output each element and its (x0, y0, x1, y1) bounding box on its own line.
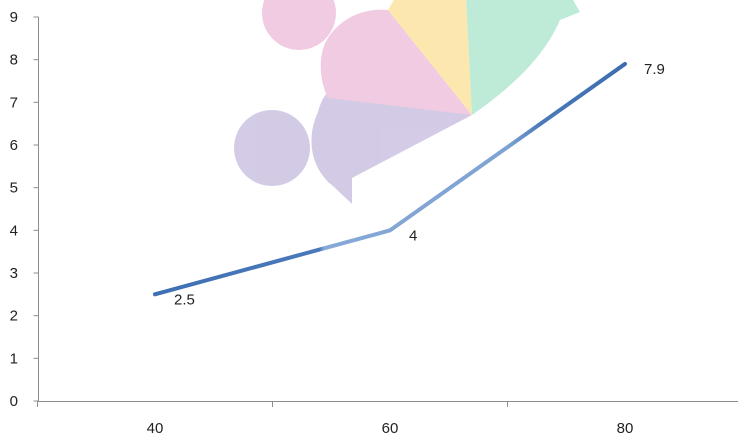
x-tick-label: 60 (382, 420, 399, 437)
series-line (153, 61, 627, 297)
data-label: 7.9 (644, 61, 665, 78)
x-tick-label: 80 (617, 420, 634, 437)
y-tick-label: 5 (10, 180, 18, 197)
watermark-shape-yellow (388, 0, 472, 115)
watermark-shape-pink (320, 9, 472, 115)
y-tick-label: 2 (10, 308, 18, 325)
y-tick-label: 0 (10, 393, 18, 410)
y-axis-ticks: 0 1 2 3 4 5 6 7 8 9 (10, 9, 39, 410)
watermark-circle-purple (234, 110, 310, 186)
y-tick-label: 3 (10, 265, 18, 282)
watermark-shape-green (466, 0, 580, 115)
data-labels: 2.5 4 7.9 (174, 61, 665, 308)
y-tick-label: 1 (10, 350, 18, 367)
x-tick-label: 40 (147, 420, 164, 437)
x-axis-ticks: 40 60 80 (37, 401, 634, 437)
y-tick-label: 7 (10, 94, 18, 111)
y-tick-label: 4 (10, 222, 18, 239)
data-label: 2.5 (174, 291, 195, 308)
y-tick-label: 9 (10, 9, 18, 26)
watermark-circle-pink (262, 0, 336, 50)
data-label: 4 (409, 227, 417, 244)
y-tick-label: 6 (10, 137, 18, 154)
watermark-graphic (234, 0, 580, 204)
watermark-shape-purple (311, 86, 472, 204)
y-tick-label: 8 (10, 52, 18, 69)
